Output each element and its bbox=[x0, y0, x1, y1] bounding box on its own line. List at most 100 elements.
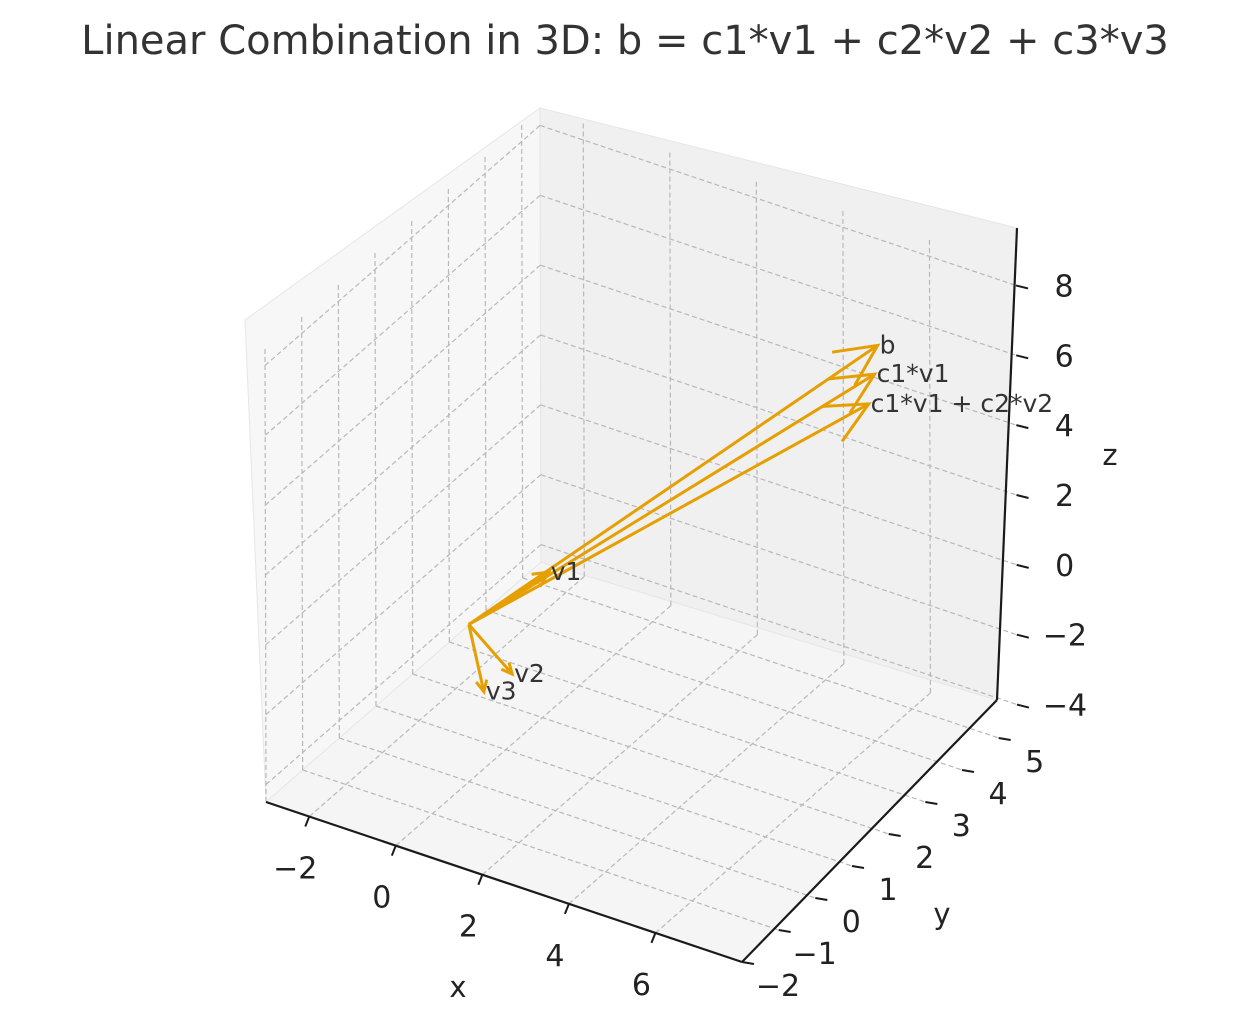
gridline-y-floor bbox=[302, 769, 779, 931]
vector-v2 bbox=[467, 623, 515, 677]
z-tick-mark bbox=[1015, 354, 1029, 360]
vector-v1-head bbox=[531, 570, 552, 588]
vector-v3-label: v3 bbox=[486, 677, 517, 706]
gridline-y-floor bbox=[485, 609, 963, 771]
x-tick-label: 4 bbox=[545, 939, 564, 974]
gridline-y-floor bbox=[339, 737, 816, 899]
vector-b bbox=[467, 343, 881, 626]
y-tick-label: 0 bbox=[842, 905, 861, 940]
vector-c1-v1-head bbox=[828, 372, 878, 414]
gridline-z-left bbox=[265, 404, 542, 646]
x-tick-mark bbox=[390, 845, 397, 857]
z-axis-label: z bbox=[1102, 438, 1117, 472]
z-tick-mark bbox=[1015, 284, 1029, 290]
gridlines bbox=[264, 122, 1018, 963]
y-tick-label: 2 bbox=[915, 841, 934, 876]
vector-v2-shaft bbox=[467, 623, 514, 675]
y-tick-label: −2 bbox=[756, 969, 800, 1004]
z-tick-mark bbox=[1016, 424, 1029, 430]
gridline-y-floor bbox=[375, 705, 853, 867]
gridline-y-floor bbox=[522, 577, 999, 739]
y-tick-mark bbox=[888, 833, 901, 837]
gridline-z-back bbox=[540, 194, 1017, 356]
y-tick-label: −1 bbox=[793, 937, 837, 972]
gridline-z-back bbox=[540, 543, 1018, 706]
y-tick-mark bbox=[851, 865, 865, 869]
z-tick-mark bbox=[1016, 633, 1030, 639]
x-tick-label: −2 bbox=[273, 852, 317, 887]
vector-v3-head bbox=[475, 679, 489, 696]
gridline-z-left bbox=[265, 474, 542, 716]
x-tick-label: 2 bbox=[459, 910, 478, 945]
x-tick-mark bbox=[304, 816, 311, 827]
y-tick-label: 5 bbox=[1025, 745, 1044, 780]
y-axis-label: y bbox=[933, 897, 950, 931]
vector-c1-v1 bbox=[468, 372, 878, 626]
axis-spines bbox=[265, 227, 1019, 964]
axis-panes bbox=[244, 107, 1018, 963]
vector-v1-label: v1 bbox=[551, 557, 582, 586]
gridline-y-floor bbox=[449, 641, 926, 803]
vector-arrows bbox=[467, 343, 881, 696]
y-tick-mark bbox=[961, 769, 975, 773]
z-tick-label: −4 bbox=[1043, 689, 1087, 724]
gridline-z-left bbox=[265, 334, 541, 576]
x-tick-label: 0 bbox=[372, 881, 391, 916]
vector-c1-v1-label: c1*v1 bbox=[877, 359, 950, 388]
y-tick-mark bbox=[998, 737, 1011, 741]
gridline-z-back bbox=[540, 334, 1017, 496]
gridline-z-left bbox=[264, 125, 541, 366]
y-tick-mark bbox=[778, 929, 791, 933]
gridline-x-back bbox=[582, 122, 585, 577]
chart-title: Linear Combination in 3D: b = c1*v1 + c2… bbox=[81, 18, 1169, 64]
x-tick-mark bbox=[477, 874, 484, 886]
x-tick-label: 6 bbox=[632, 968, 651, 1003]
y-tick-label: 3 bbox=[952, 809, 971, 844]
z-tick-mark bbox=[1016, 703, 1030, 709]
vector-c1-v1-c2-v2 bbox=[468, 402, 872, 626]
gridline-x-floor bbox=[568, 663, 845, 905]
z-tick-label: 8 bbox=[1054, 269, 1073, 304]
vector-b-label: b bbox=[880, 330, 896, 359]
z-tick-mark bbox=[1016, 494, 1029, 499]
x-axis-line bbox=[265, 800, 743, 964]
z-tick-label: 2 bbox=[1055, 479, 1074, 514]
gridline-z-back bbox=[540, 474, 1017, 636]
gridline-x-floor bbox=[395, 605, 672, 847]
vector-v3 bbox=[467, 624, 489, 696]
gridline-z-left bbox=[265, 544, 542, 785]
gridline-z-back bbox=[540, 404, 1017, 566]
vector-v3-shaft bbox=[467, 624, 486, 693]
gridline-x-back bbox=[842, 209, 845, 664]
y-tick-label: 1 bbox=[878, 873, 897, 908]
x-axis-label: x bbox=[449, 970, 466, 1004]
vector-c1-v1-c2-v2-shaft bbox=[468, 402, 870, 626]
gridline-z-left bbox=[264, 194, 541, 436]
gridline-z-back bbox=[540, 264, 1017, 426]
y-tick-mark bbox=[925, 801, 938, 805]
vector-c1-v1-c2-v2-head bbox=[822, 402, 872, 443]
y-axis-line bbox=[741, 699, 998, 963]
z-tick-label: −2 bbox=[1043, 619, 1087, 654]
vector-v2-label: v2 bbox=[514, 659, 545, 688]
vector-b-shaft bbox=[467, 344, 879, 626]
gridline-x-floor bbox=[655, 692, 931, 934]
y-tick-mark bbox=[815, 897, 828, 901]
z-tick-label: 0 bbox=[1055, 549, 1074, 584]
z-axis-line bbox=[995, 227, 1019, 701]
vector-c1-v1-shaft bbox=[468, 372, 876, 626]
y-tick-mark bbox=[741, 961, 755, 965]
gridline-x-floor bbox=[481, 634, 758, 876]
z-tick-label: 4 bbox=[1055, 409, 1074, 444]
gridline-z-left bbox=[264, 264, 541, 506]
gridline-y-floor bbox=[412, 673, 889, 835]
vector-c1-v1-c2-v2-label: c1*v1 + c2*v2 bbox=[871, 389, 1054, 418]
z-tick-mark bbox=[1016, 563, 1029, 569]
x-tick-mark bbox=[650, 932, 657, 944]
gridline-x-floor bbox=[308, 576, 585, 817]
y-tick-label: 4 bbox=[988, 777, 1007, 812]
